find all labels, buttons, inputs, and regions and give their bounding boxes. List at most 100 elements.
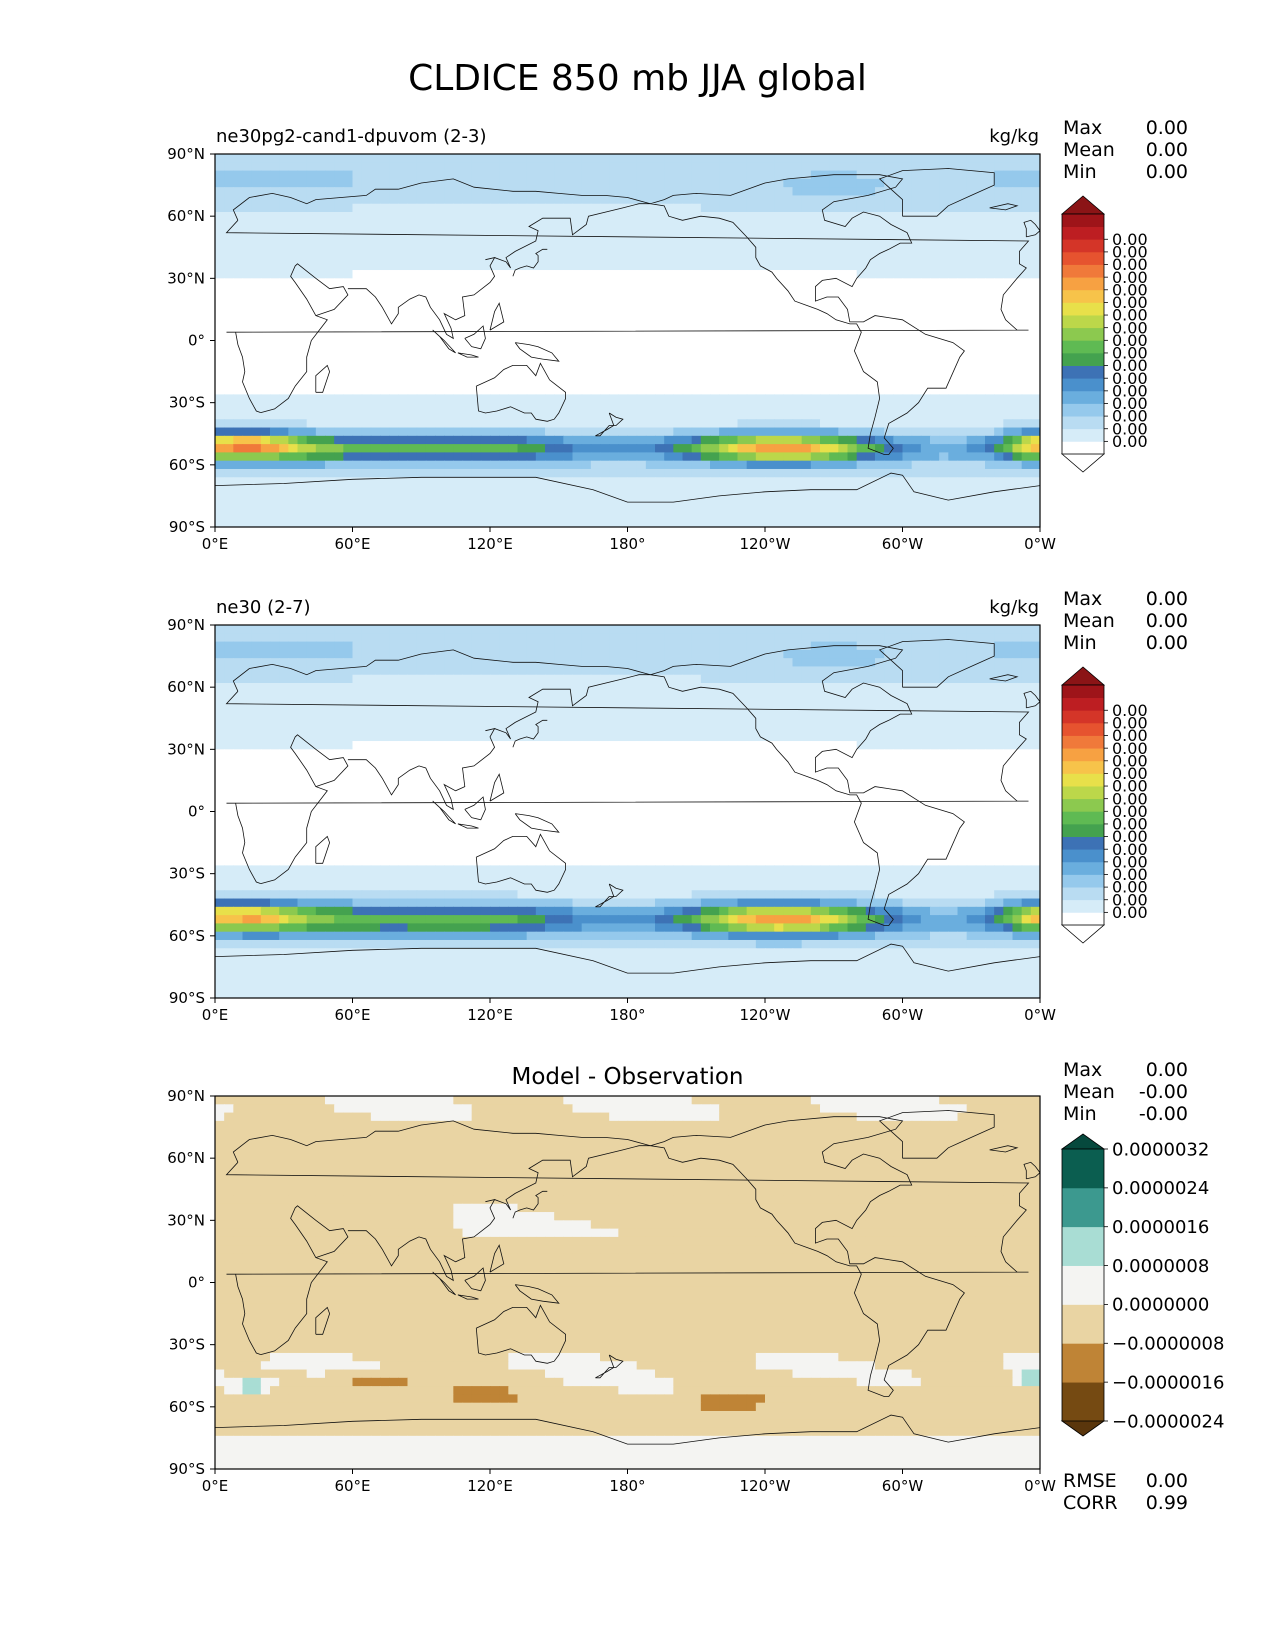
map-cell — [288, 452, 299, 462]
map-cell — [545, 377, 555, 387]
map-cell — [948, 485, 959, 495]
map-cell — [710, 394, 720, 404]
map-cell — [315, 460, 326, 470]
map-cell — [380, 311, 390, 321]
map-cell — [1012, 427, 1023, 437]
map-cell — [251, 683, 262, 692]
map-cell — [755, 170, 766, 180]
map-cell — [627, 336, 638, 346]
map-cell — [517, 493, 528, 503]
map-cell — [535, 203, 546, 213]
map-cell — [480, 502, 491, 512]
map-cell — [774, 649, 784, 659]
map-cell — [380, 253, 390, 263]
map-cell — [554, 460, 564, 470]
stat-label: Mean — [1063, 139, 1115, 161]
map-cell — [508, 435, 519, 445]
map-cell — [407, 344, 418, 354]
map-cell — [425, 641, 436, 651]
map-cell — [838, 674, 849, 684]
map-cell — [380, 477, 390, 487]
map-cell — [600, 270, 610, 279]
map-cell — [847, 178, 858, 188]
map-cell — [710, 444, 720, 453]
map-cell — [251, 369, 262, 379]
map-cell — [435, 386, 445, 395]
map-cell — [636, 212, 647, 221]
map-cell — [535, 435, 546, 445]
map-cell — [838, 510, 849, 520]
map-cell — [370, 699, 381, 709]
map-cell — [618, 228, 629, 238]
map-cell — [508, 303, 519, 313]
map-cell — [590, 510, 601, 520]
map-cell — [755, 328, 766, 337]
map-cell — [728, 518, 739, 527]
map-cell — [508, 633, 519, 643]
map-cell — [1021, 178, 1032, 188]
map-cell — [765, 352, 775, 362]
map-cell — [270, 352, 280, 362]
map-cell — [380, 666, 390, 676]
map-cell — [242, 444, 253, 453]
map-cell — [930, 649, 940, 659]
map-cell — [636, 278, 647, 288]
map-cell — [820, 162, 830, 172]
map-cell — [700, 261, 711, 271]
map-cell — [920, 286, 931, 296]
map-cell — [251, 485, 262, 495]
map-cell — [737, 212, 748, 221]
map-cell — [966, 485, 977, 495]
map-cell — [902, 236, 913, 246]
map-cell — [966, 220, 977, 230]
map-cell — [609, 402, 619, 412]
map-cell — [572, 402, 583, 412]
map-cell — [260, 303, 271, 313]
map-cell — [627, 427, 638, 437]
map-cell — [215, 236, 225, 246]
map-cell — [957, 683, 968, 692]
map-cell — [279, 649, 289, 659]
map-cell — [673, 460, 684, 470]
map-cell — [801, 452, 812, 462]
map-cell — [838, 220, 849, 230]
map-cell — [297, 477, 308, 487]
map-cell — [251, 410, 262, 420]
map-cell — [315, 435, 326, 445]
map-cell — [765, 361, 775, 371]
map-cell — [994, 236, 1004, 246]
map-cell — [444, 518, 454, 527]
map-cell — [920, 518, 931, 527]
map-cell — [526, 427, 537, 437]
map-cell — [352, 311, 363, 321]
map-cell — [343, 336, 354, 346]
y-tick-label: 0° — [188, 332, 205, 350]
map-cell — [966, 236, 977, 246]
map-cell — [600, 641, 610, 651]
map-cell — [517, 649, 528, 659]
map-cell — [939, 228, 949, 238]
map-cell — [1003, 444, 1014, 453]
map-cell — [242, 410, 253, 420]
map-cell — [453, 253, 464, 263]
map-cell — [636, 203, 647, 213]
map-cell — [242, 402, 253, 412]
map-cell — [774, 691, 784, 701]
colorbar-swatch — [1062, 214, 1104, 228]
map-cell — [297, 386, 308, 395]
map-cell — [370, 683, 381, 692]
map-cell — [801, 261, 812, 271]
map-cell — [526, 328, 537, 337]
map-cell — [563, 666, 574, 676]
map-cell — [224, 203, 234, 213]
map-cell — [526, 402, 537, 412]
map-cell — [315, 170, 326, 180]
colorbar-swatch — [1062, 315, 1104, 329]
map-cell — [994, 683, 1004, 692]
map-cell — [966, 683, 977, 692]
map-cell — [1003, 377, 1014, 387]
map-cell — [297, 493, 308, 503]
map-cell — [581, 236, 592, 246]
map-cell — [829, 311, 839, 321]
map-cell — [1030, 502, 1040, 512]
